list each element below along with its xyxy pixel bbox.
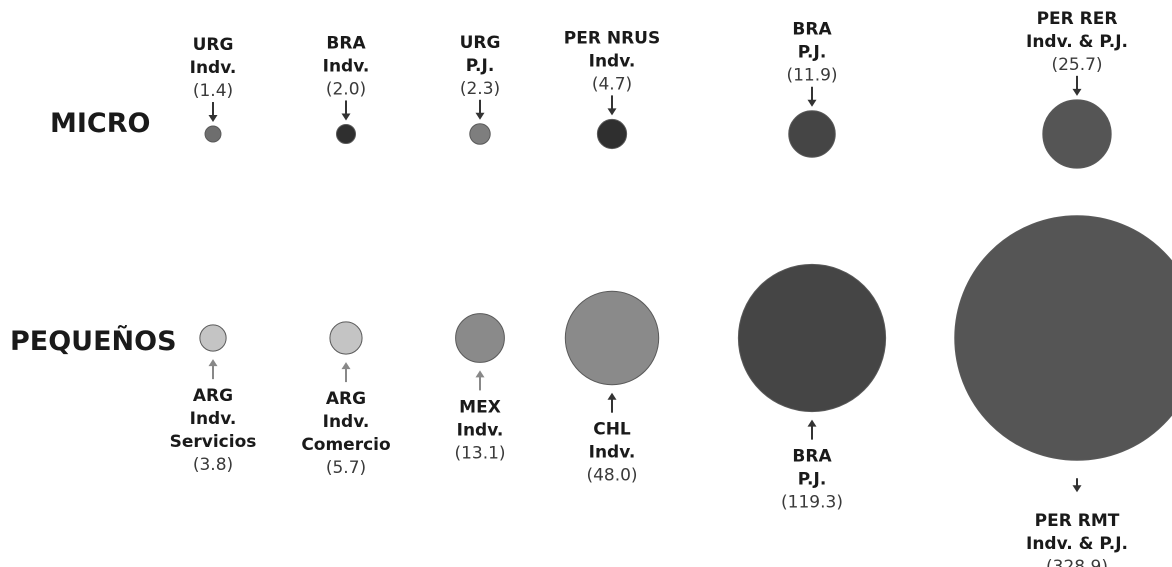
bubble-0-1-arrow	[341, 100, 351, 121]
bubble-1-0-arrow	[208, 359, 218, 380]
bubble-1-2	[455, 313, 505, 363]
bubble-1-5-arrow-head	[1072, 485, 1082, 493]
bubble-0-2-type: P.J.	[466, 56, 495, 76]
bubble-1-2-type: Indv.	[457, 420, 504, 440]
bubble-1-5-country: PER RMT	[1035, 511, 1120, 531]
bubble-0-1-type: Indv.	[323, 56, 370, 76]
bubble-1-3-arrow-head	[607, 392, 617, 400]
bubble-1-5	[954, 215, 1172, 461]
bubble-0-2-value: (2.3)	[460, 79, 500, 99]
bubble-1-1-value: (5.7)	[326, 458, 366, 478]
row-label-pequenos: PEQUEÑOS	[10, 325, 177, 357]
bubble-1-1-type: Indv.	[323, 412, 370, 432]
bubble-1-5-value: (328.9)	[1046, 557, 1108, 567]
bubble-1-4	[737, 263, 887, 413]
bubble-1-0-value: (3.8)	[193, 455, 233, 475]
bubble-1-0-country: ARG	[193, 386, 233, 406]
bubble-0-4-arrow-head	[807, 99, 817, 107]
bubble-0-4-country: BRA	[792, 20, 832, 40]
bubble-0-0-type: Indv.	[190, 58, 237, 78]
bubble-1-0-extra: Servicios	[170, 432, 257, 452]
bubble-1-2-arrow	[475, 370, 485, 391]
row-label-micro: MICRO	[50, 108, 150, 139]
bubble-1-5-arrow	[1072, 478, 1082, 493]
bubble-1-4-type: P.J.	[798, 470, 827, 490]
bubble-0-0-arrow-head	[208, 115, 218, 123]
bubble-0-3-arrow-head	[607, 108, 617, 116]
bubble-1-0-arrow-head	[208, 359, 218, 367]
bubble-0-0	[204, 125, 222, 143]
bubble-1-4-arrow-head	[807, 419, 817, 427]
bubble-0-3-country: PER NRUS	[564, 28, 660, 48]
bubble-0-1-arrow-head	[341, 113, 351, 121]
bubble-0-5-arrow-head	[1072, 88, 1082, 96]
bubble-1-1-extra: Comercio	[301, 435, 390, 455]
bubble-0-4-type: P.J.	[798, 43, 827, 63]
bubble-1-4-value: (119.3)	[781, 493, 843, 513]
bubble-1-1-arrow-head	[341, 362, 351, 370]
bubble-0-2-arrow-head	[475, 112, 485, 120]
bubble-1-4-arrow	[807, 419, 817, 440]
bubble-1-1-country: ARG	[326, 389, 366, 409]
bubble-0-2	[469, 123, 491, 145]
bubble-0-5-country: PER RER	[1037, 9, 1118, 29]
bubble-0-0-arrow	[208, 102, 218, 123]
bubble-1-1-arrow	[341, 362, 351, 383]
bubble-0-4-value: (11.9)	[786, 66, 837, 86]
bubble-0-4	[788, 110, 836, 158]
bubble-1-3-value: (48.0)	[586, 466, 637, 486]
bubble-1-1	[329, 321, 363, 355]
bubble-1-2-arrow-head	[475, 370, 485, 378]
bubble-1-3-country: CHL	[593, 420, 631, 440]
bubble-0-1	[335, 123, 357, 145]
bubble-0-1-country: BRA	[326, 33, 366, 53]
bubbles-group: URG Indv. (1.4) BRA Indv. (2.0) URG P.J. (2.3) PE…	[170, 9, 1172, 567]
bubble-0-3-value: (4.7)	[592, 74, 632, 94]
bubble-1-3-arrow	[607, 392, 617, 413]
bubble-0-0-value: (1.4)	[193, 81, 233, 101]
bubble-0-2-arrow	[475, 99, 485, 120]
bubble-1-3-type: Indv.	[589, 443, 636, 463]
bubble-1-2-country: MEX	[459, 397, 501, 417]
bubble-1-3	[564, 290, 660, 386]
bubble-0-5-value: (25.7)	[1051, 55, 1102, 75]
bubble-0-0-country: URG	[193, 35, 234, 55]
bubble-0-3	[596, 118, 628, 150]
bubble-0-4-arrow	[807, 86, 817, 107]
bubble-0-1-value: (2.0)	[326, 79, 366, 99]
bubble-0-2-country: URG	[460, 33, 501, 53]
bubble-0-5-arrow	[1072, 75, 1082, 96]
bubble-0-5-type: Indv. & P.J.	[1026, 32, 1128, 52]
bubble-1-5-type: Indv. & P.J.	[1026, 534, 1128, 554]
bubble-1-0	[199, 324, 227, 352]
bubble-0-3-arrow	[607, 95, 617, 116]
bubble-1-2-value: (13.1)	[454, 443, 505, 463]
bubble-1-0-type: Indv.	[190, 409, 237, 429]
bubble-0-5	[1042, 99, 1112, 169]
bubble-0-3-type: Indv.	[589, 51, 636, 71]
bubble-1-4-country: BRA	[792, 447, 832, 467]
